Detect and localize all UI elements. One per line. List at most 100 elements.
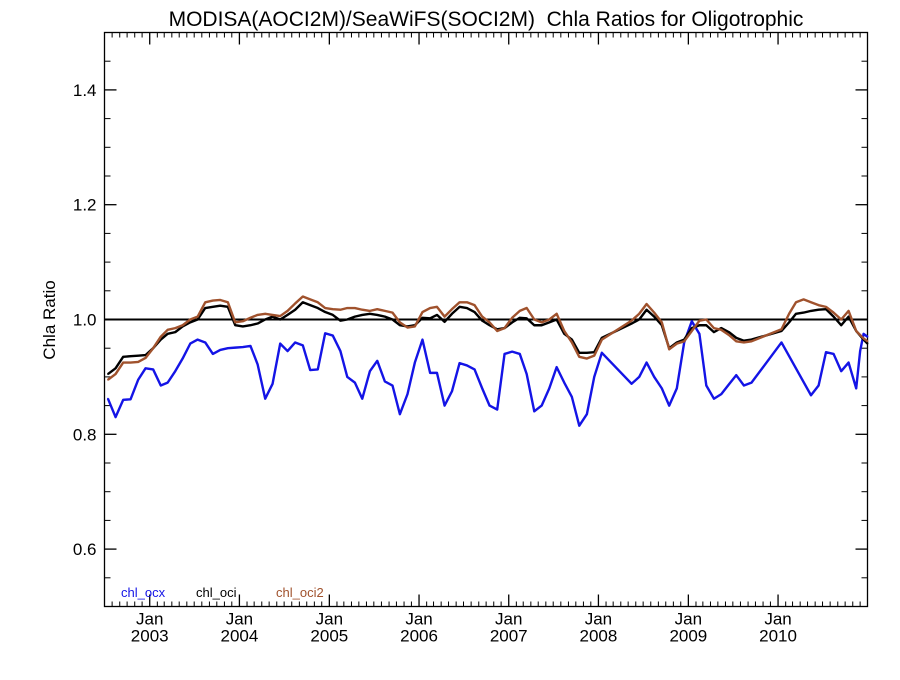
data-point — [189, 318, 192, 321]
legend-item: chl_ocx — [121, 585, 166, 600]
data-point — [234, 346, 237, 349]
data-point — [421, 338, 424, 341]
y-tick-label: 1.0 — [73, 311, 97, 330]
data-point — [705, 384, 708, 387]
data-point — [548, 387, 551, 390]
data-point — [563, 381, 566, 384]
data-point — [249, 345, 252, 347]
data-point — [256, 363, 259, 366]
data-point — [728, 383, 730, 386]
data-point — [638, 312, 641, 315]
data-point — [600, 351, 603, 354]
data-point — [690, 330, 693, 332]
data-point — [496, 408, 499, 411]
legend-item: chl_oci2 — [276, 585, 324, 600]
data-point — [832, 315, 835, 318]
data-point — [451, 312, 453, 315]
data-point — [810, 309, 812, 312]
data-point — [226, 347, 229, 350]
data-point — [122, 398, 125, 401]
data-point — [204, 301, 207, 304]
data-point — [383, 315, 386, 318]
data-point — [788, 312, 791, 315]
data-point — [181, 324, 184, 327]
data-point — [675, 342, 678, 345]
data-point — [795, 312, 797, 315]
data-point — [271, 314, 274, 316]
data-point — [219, 299, 222, 301]
data-point — [189, 321, 192, 324]
x-tick-label-month: Jan — [495, 610, 522, 629]
series-chl-oci2 — [107, 295, 869, 381]
data-point — [645, 361, 648, 364]
data-point — [473, 311, 476, 313]
data-point — [219, 304, 222, 307]
series-line — [107, 301, 869, 375]
data-point — [645, 308, 648, 311]
data-point — [503, 327, 506, 330]
data-point — [832, 311, 835, 314]
data-point — [660, 387, 663, 390]
data-point — [316, 301, 319, 304]
y-tick-label: 0.6 — [73, 540, 97, 559]
data-point — [511, 316, 514, 319]
data-point — [354, 315, 356, 318]
data-point — [743, 341, 745, 344]
data-point — [750, 340, 753, 343]
data-point — [788, 321, 791, 324]
x-tick-label-month: Jan — [226, 610, 253, 629]
data-point — [585, 351, 588, 354]
data-point — [713, 327, 715, 330]
data-point — [555, 312, 558, 315]
data-point — [705, 324, 708, 327]
data-point — [488, 324, 491, 327]
data-point — [137, 361, 140, 363]
data-point — [166, 381, 169, 384]
data-point — [294, 341, 297, 344]
data-point — [466, 301, 468, 304]
data-point — [107, 378, 109, 381]
data-point — [256, 314, 259, 316]
data-point — [847, 361, 850, 364]
data-point — [368, 370, 371, 373]
data-point — [241, 325, 244, 328]
x-tick-label-month: Jan — [316, 610, 343, 629]
data-point — [511, 350, 514, 353]
y-tick-label: 1.2 — [73, 196, 97, 215]
data-point — [361, 308, 364, 311]
data-point — [720, 393, 723, 396]
data-point — [241, 320, 244, 323]
data-point — [114, 367, 117, 370]
data-point — [668, 404, 671, 407]
data-point — [817, 384, 820, 387]
data-point — [866, 335, 869, 338]
data-point — [354, 307, 356, 309]
data-point — [735, 336, 738, 339]
data-point — [698, 332, 701, 335]
data-point — [847, 315, 850, 318]
data-point — [847, 309, 850, 312]
data-point — [443, 404, 446, 407]
data-point — [713, 331, 715, 334]
data-point — [866, 340, 869, 343]
data-point — [585, 413, 588, 416]
data-point — [743, 384, 745, 387]
data-point — [578, 355, 581, 358]
data-point — [383, 309, 386, 312]
data-point — [406, 393, 409, 396]
data-point — [234, 324, 237, 327]
x-tick-label-year: 2009 — [669, 627, 707, 646]
data-point — [866, 342, 869, 345]
data-point — [383, 380, 386, 383]
data-point — [436, 305, 438, 308]
data-point — [443, 320, 446, 323]
data-point — [376, 314, 379, 316]
data-point — [780, 341, 783, 344]
data-point — [376, 308, 379, 311]
data-point — [713, 397, 715, 400]
data-point — [683, 340, 686, 343]
series-chl-ocx — [106, 320, 869, 427]
data-point — [301, 301, 304, 304]
data-point — [122, 361, 125, 364]
data-point — [391, 318, 394, 321]
